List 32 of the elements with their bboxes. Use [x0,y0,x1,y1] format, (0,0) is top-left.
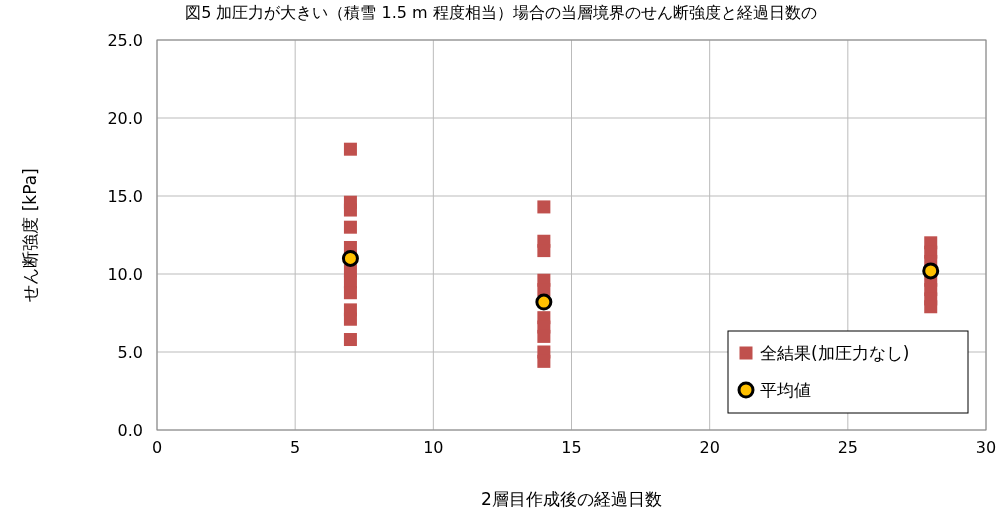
xtick: 25 [837,438,858,457]
xtick: 30 [975,438,997,457]
ytick: 20.0 [107,109,143,128]
point [343,203,357,217]
point [537,200,551,214]
point [922,262,940,280]
point [343,312,357,326]
xlabel: 2層目作成後の経過日数 [481,489,662,509]
xtick: 5 [290,438,301,457]
point [535,293,553,311]
xtick: 10 [423,438,444,457]
point [343,220,357,234]
legend-label: 全結果(加圧力なし) [760,343,910,363]
point [343,286,357,300]
point [343,333,357,347]
point [924,300,938,314]
ytick: 5.0 [117,343,143,362]
point [537,354,551,368]
legend-label: 平均値 [760,380,811,400]
xtick: 20 [699,438,720,457]
xtick: 15 [561,438,582,457]
ytick: 10.0 [107,265,143,284]
point [537,244,551,258]
xtick: 0 [151,438,163,457]
point [341,249,359,267]
ylabel: せん断強度 [kPa] [20,168,40,302]
title: 図5 加圧力が大きい（積雪 1.5 m 程度相当）場合の当層境界のせん断強度と経過日数の [185,3,817,22]
ytick: 0.0 [117,421,143,440]
ytick: 15.0 [107,187,143,206]
point [537,329,551,343]
ytick: 25.0 [107,31,143,50]
point [343,142,357,156]
